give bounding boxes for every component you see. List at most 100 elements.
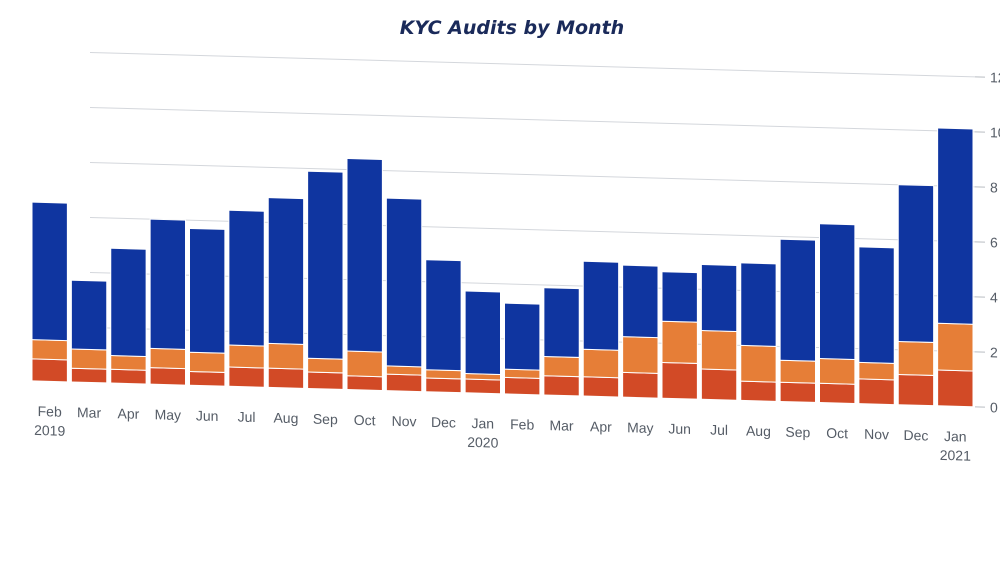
bar-segment-red	[346, 375, 383, 392]
bar-segment-orange	[70, 348, 108, 370]
x-tick-label: Sep	[785, 424, 810, 441]
bar-segment-blue	[149, 218, 186, 350]
bar-segment-blue	[819, 223, 856, 361]
x-tick-label: Oct	[354, 412, 376, 429]
bar-segment-orange	[504, 368, 541, 379]
bar-segment-orange	[385, 365, 423, 376]
bar-segment-red	[307, 371, 344, 390]
bar-segment-blue	[464, 290, 501, 376]
x-tick-label: Jun	[668, 420, 691, 437]
bar-segment-blue	[110, 247, 147, 358]
bar-segment-orange	[543, 355, 580, 378]
bar-segment-blue	[700, 264, 738, 333]
bar-segment-red	[70, 367, 108, 384]
x-tick-label: Apr	[118, 405, 140, 422]
bar-segment-blue	[779, 238, 816, 362]
x-tick-label: Nov	[392, 413, 417, 430]
bar-segment-red	[267, 367, 305, 389]
bar-segment-blue	[543, 287, 580, 358]
chart-title: KYC Audits by Month	[400, 17, 624, 39]
bar-segment-blue	[897, 184, 935, 343]
bar-segment-orange	[740, 344, 777, 383]
bar-segment-red	[543, 375, 580, 397]
x-tick-label: Dec	[903, 427, 928, 444]
x-tick-label: Feb	[38, 403, 62, 420]
gridline	[90, 161, 975, 188]
x-axis-ticks: Feb 2019 Mar Apr May Jun Jul Aug Sep Oct Nov Dec Jan…	[34, 403, 971, 464]
bar-segment-orange	[622, 336, 659, 374]
bar-segment-red	[228, 366, 265, 388]
x-tick-year-label: 2019	[34, 422, 65, 439]
bar-segment-red	[779, 381, 816, 403]
y-tick-label: 6	[990, 234, 998, 250]
bar-segment-blue	[31, 201, 68, 342]
bar-segment-red	[937, 369, 974, 408]
bar-segment-blue	[307, 170, 344, 360]
bar-segment-red	[31, 358, 68, 383]
bar-segment-red	[661, 361, 698, 400]
x-tick-label: Aug	[273, 410, 298, 427]
bar-segment-blue	[425, 259, 462, 372]
bar-segment-orange	[897, 340, 935, 376]
x-tick-label: Dec	[431, 414, 456, 431]
x-tick-label: Mar	[550, 417, 574, 434]
x-tick-year-label: 2020	[467, 434, 498, 451]
bar-segment-red	[740, 380, 777, 402]
x-tick-label: Nov	[864, 426, 889, 443]
bar-segment-red	[189, 370, 226, 387]
bar-segment-orange	[228, 344, 265, 369]
bar-segment-red	[897, 373, 935, 407]
bar-segment-orange	[307, 357, 344, 374]
bar-segment-red	[819, 382, 856, 405]
bar-segment-orange	[661, 320, 698, 364]
bar-segment-blue	[228, 209, 265, 347]
y-tick-label: 2	[990, 344, 998, 360]
x-tick-label: Mar	[77, 404, 101, 421]
bar-segment-orange	[582, 348, 620, 379]
bar-segment-orange	[31, 339, 68, 361]
plot-area: Feb 2019 Mar Apr May Jun Jul Aug Sep Oct Nov Dec Jan…	[31, 51, 1000, 464]
bar-segment-blue	[937, 127, 974, 325]
bar-segment-orange	[819, 358, 856, 385]
bar-segment-red	[700, 368, 738, 401]
x-tick-label: May	[627, 419, 653, 436]
bar-segment-blue	[267, 197, 305, 345]
y-tick-label: 10	[990, 124, 1000, 140]
bar-segment-red	[464, 378, 501, 395]
x-tick-label: Oct	[826, 425, 848, 442]
bar-segment-orange	[858, 361, 895, 381]
x-tick-label: Jan	[472, 415, 495, 432]
bar-segment-red	[504, 376, 541, 396]
bar-segment-red	[149, 367, 186, 386]
bar-segment-orange	[700, 330, 738, 371]
x-tick-label: Jul	[710, 422, 728, 438]
bar-segment-orange	[779, 359, 816, 384]
bar-segment-blue	[661, 271, 698, 323]
x-tick-label: Jun	[196, 407, 219, 424]
bar-segment-orange	[267, 342, 305, 370]
y-axis-ticks: 0 2 4 6 8 10 12	[990, 69, 1000, 415]
bar-segment-blue	[504, 302, 541, 371]
bar-segment-orange	[110, 355, 147, 371]
bar-segment-blue	[740, 262, 777, 347]
x-tick-year-label: 2021	[940, 447, 971, 464]
bar-segment-orange	[189, 351, 226, 373]
x-tick-label: Jan	[944, 428, 967, 445]
bar-segment-blue	[385, 197, 423, 368]
bar-segment-red	[582, 376, 620, 398]
x-tick-label: Sep	[313, 411, 338, 428]
x-tick-label: Aug	[746, 423, 771, 440]
bar-segment-blue	[858, 246, 895, 364]
x-tick-label: Feb	[510, 416, 534, 433]
x-tick-label: Jul	[238, 409, 256, 425]
gridline	[90, 106, 975, 133]
x-tick-label: May	[155, 406, 181, 423]
bar-segment-blue	[622, 264, 659, 339]
bar-segment-red	[622, 371, 659, 399]
bar-segment-blue	[582, 260, 620, 351]
bar-segment-red	[425, 377, 462, 394]
y-tick-label: 12	[990, 69, 1000, 85]
bar-segment-blue	[346, 158, 383, 353]
